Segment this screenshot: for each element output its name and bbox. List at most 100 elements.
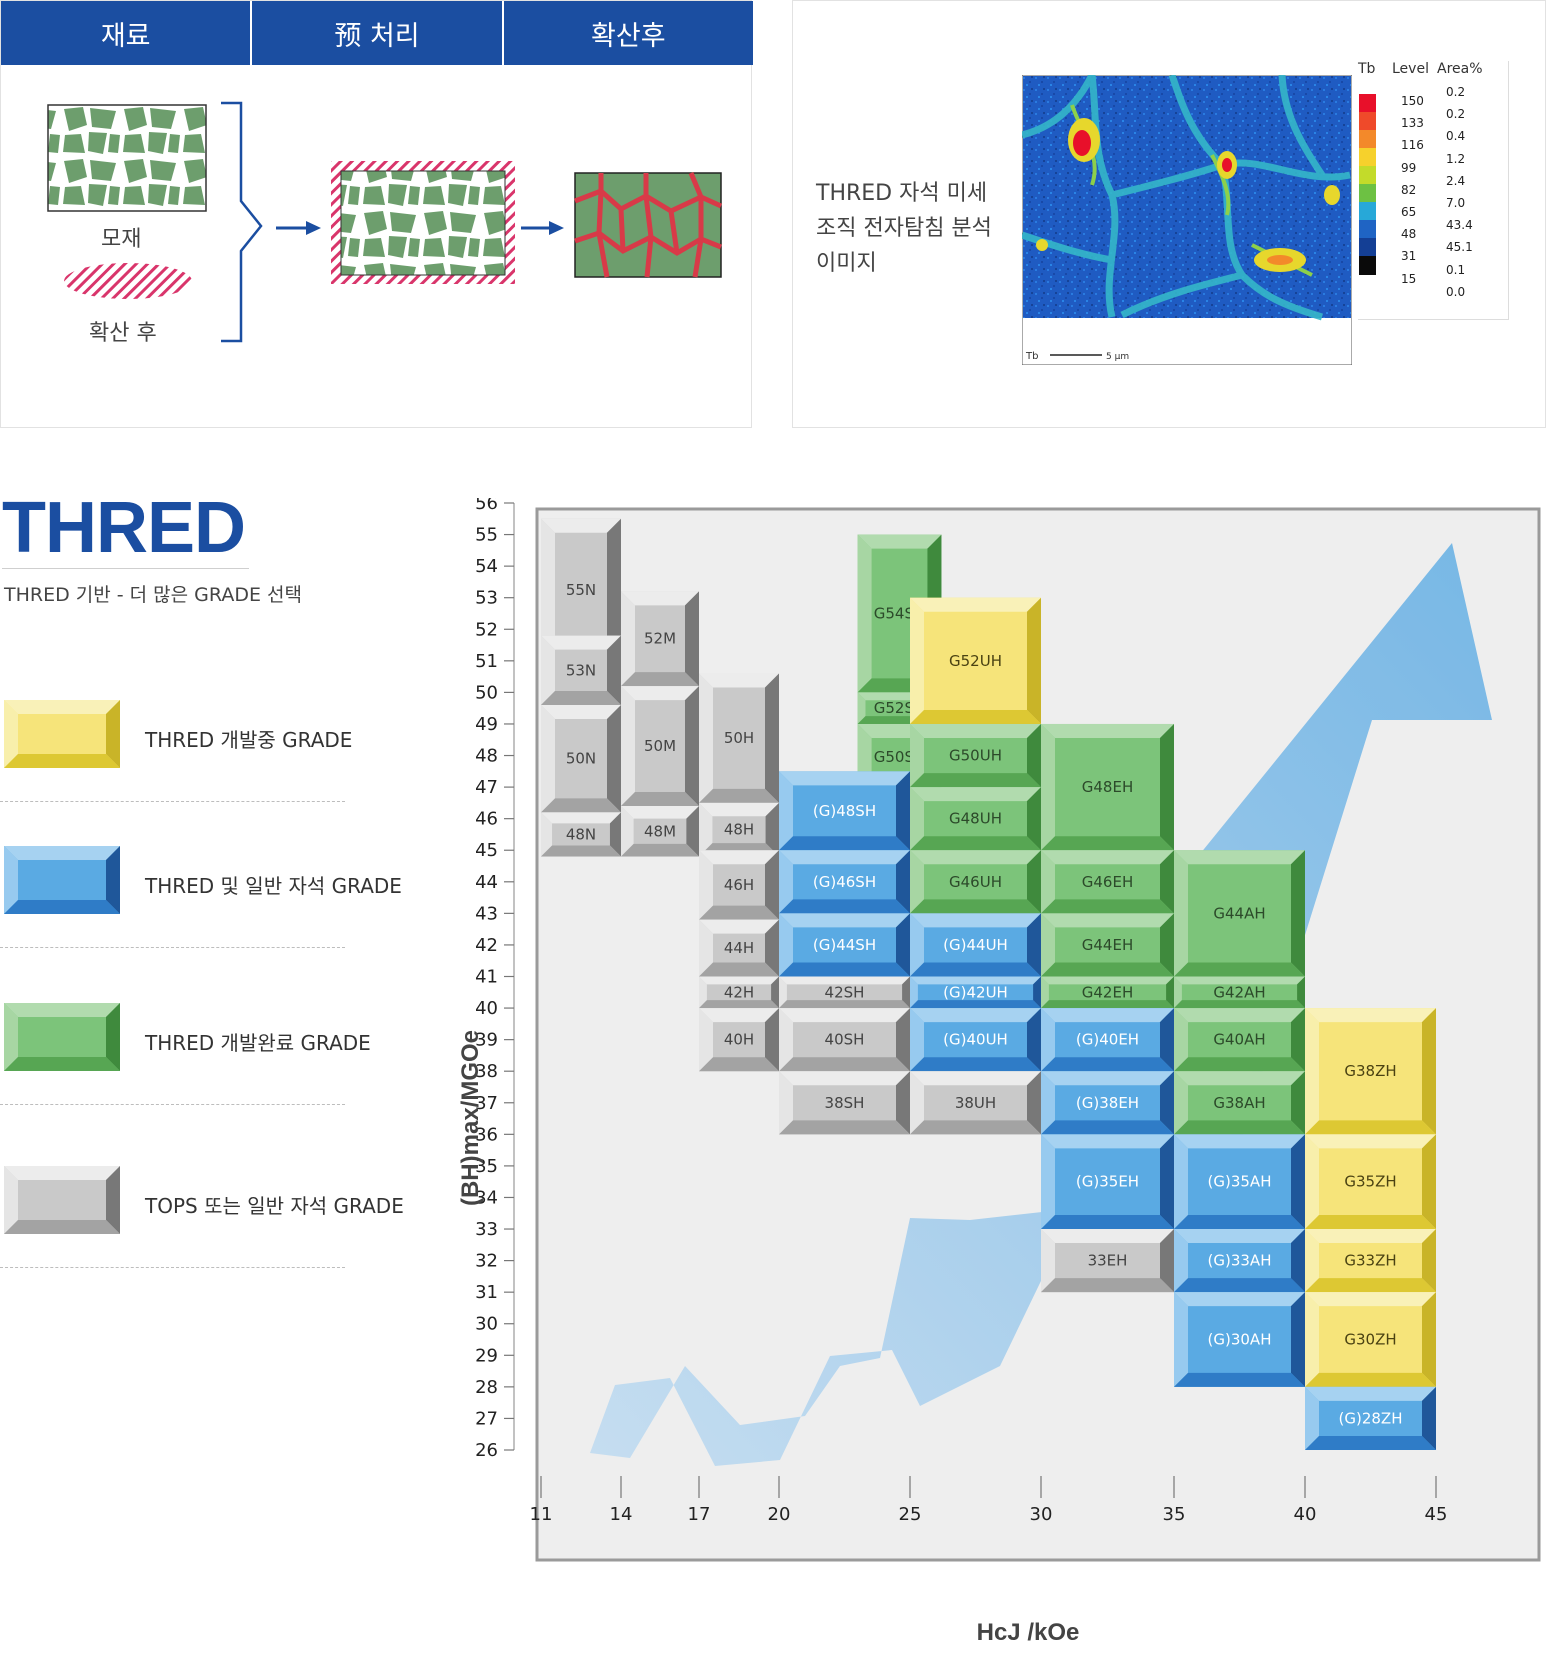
- grade-label: 48H: [724, 821, 754, 839]
- grade-label: 55N: [566, 581, 596, 599]
- legend-divider: [0, 801, 345, 802]
- grade-label: (G)30AH: [1208, 1331, 1272, 1349]
- grade-block-g42ah: G42AH: [1174, 976, 1305, 1009]
- grade-label: (G)48SH: [813, 802, 876, 820]
- grade-label: G44EH: [1082, 936, 1133, 954]
- grade-label: (G)35EH: [1076, 1173, 1139, 1191]
- level-value: 48: [1401, 227, 1417, 242]
- area-value: 43.4: [1446, 218, 1473, 233]
- color-bar-segment: [1359, 256, 1376, 275]
- grade-label: G52UH: [949, 652, 1002, 670]
- grade-block-42h: 42H: [699, 976, 779, 1009]
- thred-title: THRED: [2, 488, 249, 569]
- grade-block-g48eh: G48EH: [1041, 723, 1174, 851]
- grade-block-g38zh: G38ZH: [1305, 1008, 1436, 1135]
- x-tick-label: 17: [688, 1504, 711, 1525]
- x-tick-label: 25: [899, 1504, 922, 1525]
- grade-label: G48EH: [1082, 778, 1133, 796]
- grade-label: G46UH: [949, 873, 1002, 891]
- y-tick-label: 48: [475, 746, 498, 767]
- x-tick-label: 40: [1294, 1504, 1317, 1525]
- area-value: 1.2: [1446, 151, 1466, 166]
- base-material-image: [47, 104, 207, 212]
- base-material-label: 모재: [101, 227, 142, 252]
- grade-label: G42AH: [1213, 983, 1265, 1001]
- grade-label: (G)42UH: [943, 983, 1008, 1001]
- grade-block-40sh: 40SH: [779, 1008, 910, 1072]
- color-bar-segment: [1359, 184, 1376, 203]
- grade-block-38sh: 38SH: [779, 1071, 910, 1135]
- grade-label: 50M: [644, 737, 676, 755]
- y-tick-label: 47: [475, 777, 498, 798]
- area-value: 0.2: [1446, 107, 1466, 122]
- grade-block-g38eh: (G)38EH: [1041, 1071, 1174, 1135]
- y-tick-label: 30: [475, 1314, 498, 1335]
- grade-label: 46H: [724, 876, 754, 894]
- epma-footer-label: Tb: [1025, 351, 1038, 362]
- color-bar-segment: [1359, 148, 1376, 167]
- y-tick-label: 29: [475, 1345, 498, 1366]
- grade-chart: 26 27 28 29 30 31 32 33 34 35 36 37 38 39 40 41 42 43 44 45…: [457, 498, 1541, 1646]
- scale-head-area: Area%: [1437, 61, 1483, 77]
- legend-divider: [0, 1267, 345, 1268]
- y-tick-label: 56: [475, 498, 498, 514]
- legend-swatch-blue: [4, 846, 120, 914]
- grade-label: 38SH: [825, 1094, 865, 1112]
- color-bar-segment: [1359, 238, 1376, 257]
- y-tick-label: 27: [475, 1408, 498, 1429]
- x-tick-label: 11: [530, 1504, 553, 1525]
- x-tick-label: 45: [1425, 1504, 1448, 1525]
- grade-label: 50H: [724, 729, 754, 747]
- grade-block-g35ah: (G)35AH: [1174, 1134, 1305, 1230]
- process-diagram: [47, 101, 723, 343]
- grade-label: G40AH: [1213, 1031, 1265, 1049]
- grade-block-g44uh: (G)44UH: [910, 913, 1041, 977]
- y-tick-label: 34: [475, 1187, 498, 1208]
- x-tick-label: 14: [610, 1504, 633, 1525]
- x-tick-label: 30: [1030, 1504, 1053, 1525]
- sem-caption: THRED 자석 미세 조직 전자탐침 분석 이미지: [816, 176, 1036, 281]
- grade-block-g40ah: G40AH: [1174, 1008, 1305, 1072]
- pretreated-image: [340, 170, 506, 276]
- grade-block-g33zh: G33ZH: [1305, 1229, 1436, 1293]
- grade-block-g28zh: (G)28ZH: [1305, 1386, 1436, 1450]
- color-bar-segment: [1359, 202, 1376, 221]
- x-tick-label: 35: [1163, 1504, 1186, 1525]
- legend-item-gray: TOPS 또는 일반 자석 GRADE: [0, 1166, 404, 1316]
- grade-label: 48N: [566, 825, 596, 843]
- y-tick-label: 42: [475, 935, 498, 956]
- grade-label: (G)33AH: [1208, 1252, 1272, 1270]
- grade-label: G35ZH: [1344, 1173, 1396, 1191]
- grade-label: 42H: [724, 983, 754, 1001]
- legend-item-blue: THRED 및 일반 자석 GRADE: [0, 846, 402, 996]
- sem-panel: THRED 자석 미세 조직 전자탐침 분석 이미지: [792, 0, 1546, 428]
- y-tick-label: 46: [475, 809, 498, 830]
- grade-block-42sh: 42SH: [779, 976, 910, 1009]
- grade-block-g40uh: (G)40UH: [910, 1008, 1041, 1072]
- area-value: 2.4: [1446, 173, 1466, 188]
- legend-divider: [0, 1104, 345, 1105]
- grade-block-g52uh: G52UH: [910, 597, 1041, 724]
- grade-label: G33ZH: [1344, 1252, 1396, 1270]
- grade-label: G38ZH: [1344, 1062, 1396, 1080]
- grade-block-g46uh: G46UH: [910, 850, 1041, 914]
- grade-label: G38AH: [1213, 1094, 1265, 1112]
- grade-block-52m: 52M: [621, 591, 699, 687]
- thred-subtitle: THRED 기반 - 더 많은 GRADE 선택: [4, 584, 302, 606]
- sem-caption-line: 이미지: [816, 251, 877, 276]
- grade-block-g38ah: G38AH: [1174, 1071, 1305, 1135]
- level-value: 65: [1401, 205, 1417, 219]
- grade-block-33eh: 33EH: [1041, 1229, 1174, 1293]
- grade-label: G30ZH: [1344, 1331, 1396, 1349]
- grade-label: G46EH: [1082, 873, 1133, 891]
- legend-divider: [0, 947, 345, 948]
- grade-block-g44ah: G44AH: [1174, 850, 1305, 977]
- arrow-right-icon: [306, 221, 321, 235]
- color-bar-segment: [1359, 220, 1376, 239]
- legend-item-yellow: THRED 개발중 GRADE: [0, 700, 352, 850]
- legend-swatch-yellow: [4, 700, 120, 768]
- grade-block-46h: 46H: [699, 850, 779, 920]
- grade-label: G48UH: [949, 810, 1002, 828]
- area-value: 0.0: [1446, 284, 1466, 299]
- color-bar-segment: [1359, 94, 1376, 113]
